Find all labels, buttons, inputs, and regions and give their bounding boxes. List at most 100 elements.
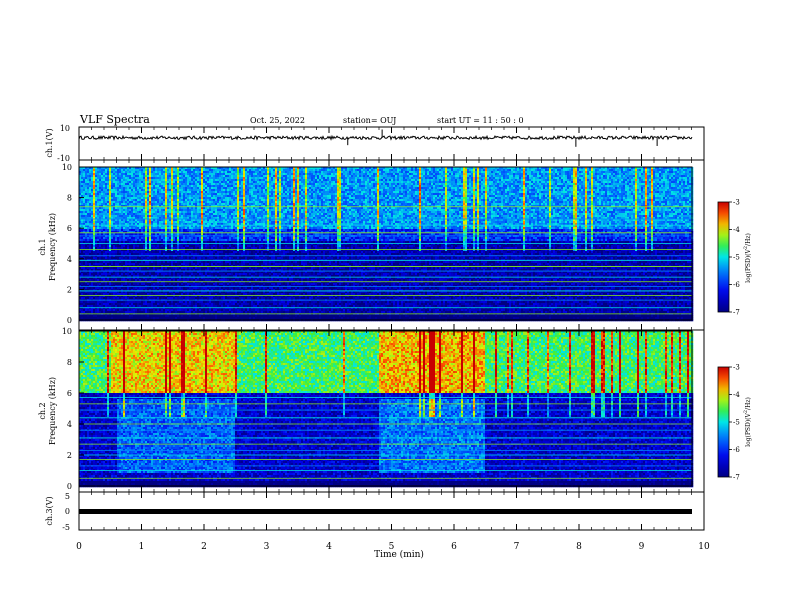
spec1-cell xyxy=(269,171,271,173)
spec1-cell xyxy=(653,175,655,177)
spec1-cell xyxy=(341,173,343,175)
spec1-cell xyxy=(409,177,411,179)
spec1-cell xyxy=(685,169,687,171)
spec1-cell xyxy=(145,173,147,175)
spec1-cell xyxy=(667,171,669,173)
spec1-cell xyxy=(329,171,331,173)
spec1-cell xyxy=(431,169,433,171)
spec1-cell xyxy=(203,175,205,177)
spec1-cell xyxy=(385,175,387,177)
spec1-cell xyxy=(603,173,605,175)
spec1-cell xyxy=(399,173,401,175)
spec1-cell xyxy=(635,175,637,177)
spec1-cell xyxy=(449,177,451,179)
spec1-cell xyxy=(301,177,303,179)
spec1-cell xyxy=(199,169,201,171)
spec1-cell xyxy=(497,171,499,173)
spec1-cell xyxy=(523,171,525,173)
spec1-cell xyxy=(599,175,601,177)
spec1-cell xyxy=(83,173,85,175)
spec1-cell xyxy=(309,175,311,177)
spec1-cell xyxy=(643,173,645,175)
spec1-cell xyxy=(141,169,143,171)
spec1-cell xyxy=(211,171,213,173)
spec1-cell xyxy=(163,177,165,179)
spec1-cell xyxy=(561,171,563,173)
spec1-cell xyxy=(423,169,425,171)
spec1-cell xyxy=(407,169,409,171)
spec1-cell xyxy=(167,173,169,175)
spec1-cell xyxy=(235,177,237,179)
spec1-cell xyxy=(95,173,97,175)
spec1-cell xyxy=(459,169,461,171)
spec1-cell xyxy=(393,177,395,179)
spec1-cell xyxy=(135,169,137,171)
spec1-cell xyxy=(571,173,573,175)
spec1-cell xyxy=(565,171,567,173)
spec1-cell xyxy=(511,171,513,173)
spec1-cell xyxy=(281,173,283,175)
spec1-cell xyxy=(683,175,685,177)
spec1-cell xyxy=(677,173,679,175)
spec1-cell xyxy=(339,173,341,175)
spec1-cell xyxy=(113,177,115,179)
spec1-cell xyxy=(299,169,301,171)
spec1-cell xyxy=(227,171,229,173)
spec1-cell xyxy=(189,175,191,177)
spec1-cell xyxy=(557,169,559,171)
spec1-cell xyxy=(165,175,167,177)
spec1-cell xyxy=(611,169,613,171)
spec1-cell xyxy=(117,177,119,179)
spec1-cell xyxy=(141,177,143,179)
spec1-cell xyxy=(251,177,253,179)
spec1-cell xyxy=(279,169,281,171)
spec1-cell xyxy=(591,171,593,173)
spec1-cell xyxy=(241,169,243,171)
spec1-cell xyxy=(565,175,567,177)
spec1-cell xyxy=(411,171,413,173)
spec1-cell xyxy=(133,175,135,177)
spec1-cell xyxy=(339,169,341,171)
spec1-cell xyxy=(425,171,427,173)
spec1-cell xyxy=(337,173,339,175)
spec1-cell xyxy=(183,171,185,173)
spec1-cell xyxy=(577,173,579,175)
spec1-cell xyxy=(249,169,251,171)
spec1-cell xyxy=(685,173,687,175)
spec1-cell xyxy=(187,169,189,171)
spec1-cell xyxy=(635,171,637,173)
spec1-cell xyxy=(689,173,691,175)
spec1-cell xyxy=(119,173,121,175)
spec1-cell xyxy=(369,169,371,171)
spec1-cell xyxy=(351,169,353,171)
spec1-cell xyxy=(129,175,131,177)
spec1-cell xyxy=(273,173,275,175)
spec1-cell xyxy=(123,175,125,177)
spec1-cell xyxy=(253,173,255,175)
spec1-cell xyxy=(357,171,359,173)
spec1-cell xyxy=(89,175,91,177)
spec1-cell xyxy=(239,177,241,179)
spec1-cell xyxy=(169,169,171,171)
spec1-cell xyxy=(253,171,255,173)
spec1-cell xyxy=(639,169,641,171)
spec1-cell xyxy=(319,175,321,177)
spec1-cell xyxy=(95,171,97,173)
spec1-cell xyxy=(403,169,405,171)
spec1-cell xyxy=(577,169,579,171)
spec1-cell xyxy=(193,173,195,175)
spec1-cell xyxy=(249,171,251,173)
spec1-cell xyxy=(277,169,279,171)
spec1-cell xyxy=(551,177,553,179)
spec1-cell xyxy=(497,169,499,171)
spec1-cell xyxy=(517,169,519,171)
spec1-cell xyxy=(661,173,663,175)
spec1-cell xyxy=(689,171,691,173)
spec1-cell xyxy=(155,169,157,171)
spec1-cell xyxy=(589,173,591,175)
spec1-cell xyxy=(557,177,559,179)
spec1-cell xyxy=(163,173,165,175)
spec1-cell xyxy=(687,171,689,173)
spec1-cell xyxy=(237,175,239,177)
spec1-cell xyxy=(203,169,205,171)
